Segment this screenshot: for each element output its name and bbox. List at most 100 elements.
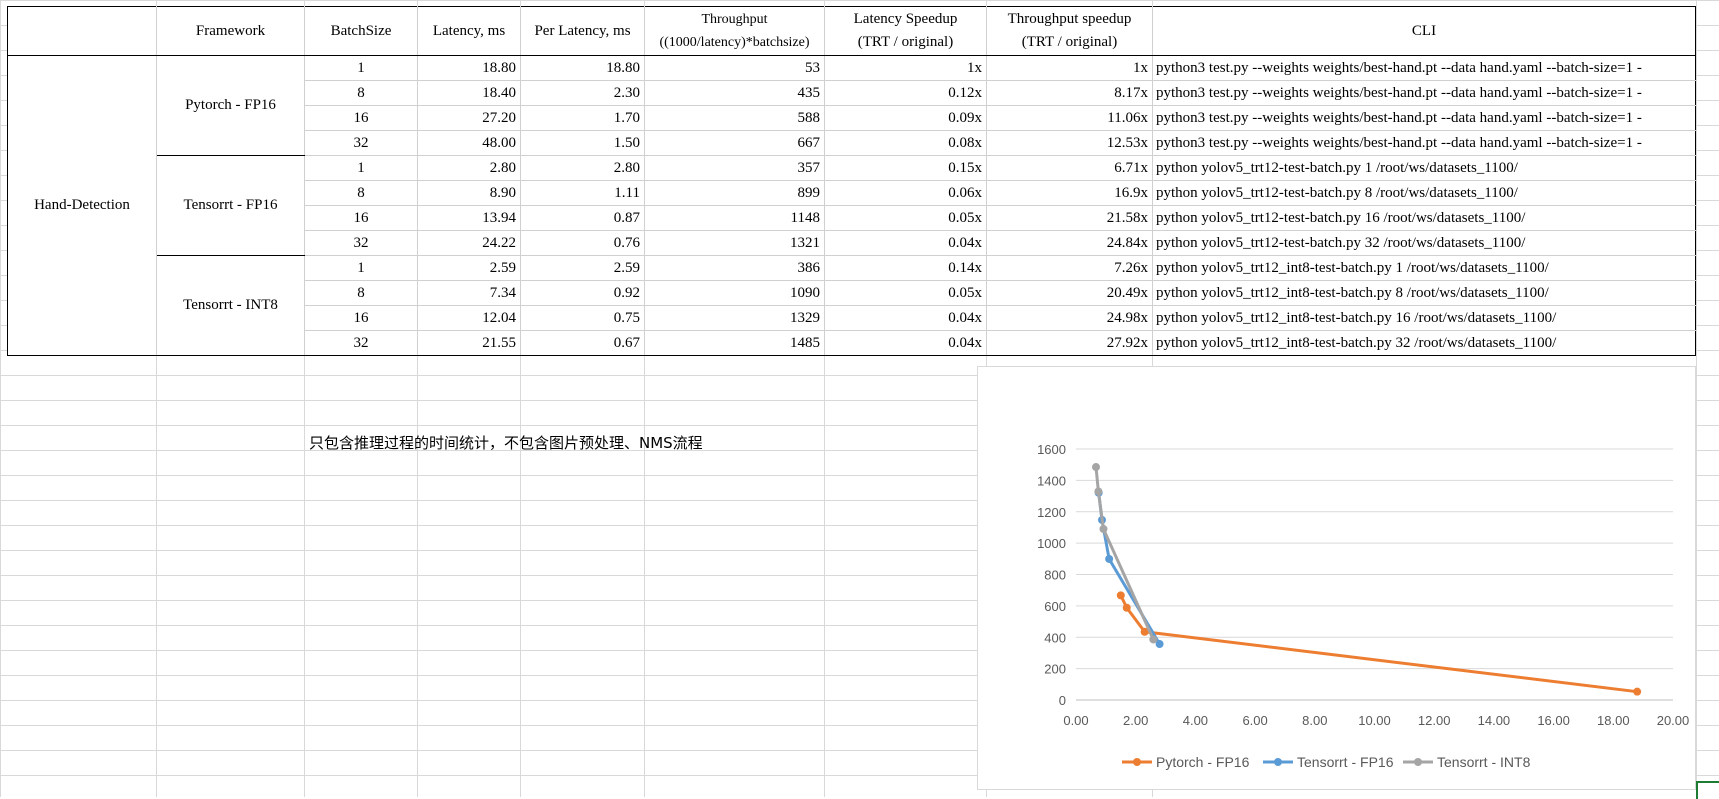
batchsize-cell[interactable]: 32 — [304, 230, 418, 256]
col-header-latency[interactable]: Latency, ms — [417, 6, 521, 56]
cli-cell[interactable]: python3 test.py --weights weights/best-h… — [1152, 55, 1696, 81]
col-header-throughput[interactable]: Throughput ((1000/latency)*batchsize) — [644, 6, 825, 56]
throughput-speedup-cell[interactable]: 24.84x — [986, 230, 1153, 256]
batchsize-cell[interactable]: 16 — [304, 205, 418, 231]
cli-cell[interactable]: python3 test.py --weights weights/best-h… — [1152, 130, 1696, 156]
per-latency-cell[interactable]: 1.11 — [520, 180, 645, 206]
note-text[interactable]: 只包含推理过程的时间统计，不包含图片预处理、NMS流程 — [309, 434, 703, 452]
latency-cell[interactable]: 21.55 — [417, 330, 521, 356]
col-header-cli[interactable]: CLI — [1152, 6, 1696, 56]
throughput-cell[interactable]: 1329 — [644, 305, 825, 331]
batchsize-cell[interactable]: 8 — [304, 80, 418, 106]
cli-cell[interactable]: python yolov5_trt12-test-batch.py 1 /roo… — [1152, 155, 1696, 181]
throughput-cell[interactable]: 588 — [644, 105, 825, 131]
throughput-cell[interactable]: 667 — [644, 130, 825, 156]
per-latency-cell[interactable]: 2.80 — [520, 155, 645, 181]
per-latency-cell[interactable]: 0.92 — [520, 280, 645, 306]
batchsize-cell[interactable]: 1 — [304, 255, 418, 281]
cli-cell[interactable]: python yolov5_trt12_int8-test-batch.py 1… — [1152, 305, 1696, 331]
cli-cell[interactable]: python yolov5_trt12_int8-test-batch.py 8… — [1152, 280, 1696, 306]
latency-cell[interactable]: 27.20 — [417, 105, 521, 131]
cli-cell[interactable]: python yolov5_trt12-test-batch.py 8 /roo… — [1152, 180, 1696, 206]
throughput-speedup-cell[interactable]: 7.26x — [986, 255, 1153, 281]
cli-cell[interactable]: python3 test.py --weights weights/best-h… — [1152, 80, 1696, 106]
latency-speedup-cell[interactable]: 0.04x — [824, 330, 987, 356]
latency-speedup-cell[interactable]: 0.05x — [824, 280, 987, 306]
batchsize-cell[interactable]: 16 — [304, 105, 418, 131]
throughput-speedup-cell[interactable]: 11.06x — [986, 105, 1153, 131]
latency-speedup-cell[interactable]: 0.05x — [824, 205, 987, 231]
latency-cell[interactable]: 7.34 — [417, 280, 521, 306]
throughput-speedup-cell[interactable]: 24.98x — [986, 305, 1153, 331]
throughput-cell[interactable]: 386 — [644, 255, 825, 281]
framework-cell[interactable]: Tensorrt - INT8 — [156, 255, 305, 356]
latency-speedup-cell[interactable]: 1x — [824, 55, 987, 81]
latency-cell[interactable]: 24.22 — [417, 230, 521, 256]
throughput-cell[interactable]: 53 — [644, 55, 825, 81]
latency-speedup-cell[interactable]: 0.08x — [824, 130, 987, 156]
throughput-cell[interactable]: 435 — [644, 80, 825, 106]
batchsize-cell[interactable]: 1 — [304, 155, 418, 181]
batchsize-cell[interactable]: 32 — [304, 330, 418, 356]
throughput-cell[interactable]: 1485 — [644, 330, 825, 356]
framework-cell[interactable]: Tensorrt - FP16 — [156, 155, 305, 256]
cli-cell[interactable]: python yolov5_trt12_int8-test-batch.py 3… — [1152, 330, 1696, 356]
cli-cell[interactable]: python yolov5_trt12-test-batch.py 32 /ro… — [1152, 230, 1696, 256]
throughput-speedup-cell[interactable]: 6.71x — [986, 155, 1153, 181]
col-header-per-latency[interactable]: Per Latency, ms — [520, 6, 645, 56]
task-cell[interactable]: Hand-Detection — [7, 55, 157, 356]
per-latency-cell[interactable]: 1.50 — [520, 130, 645, 156]
latency-cell[interactable]: 2.59 — [417, 255, 521, 281]
per-latency-cell[interactable]: 2.59 — [520, 255, 645, 281]
latency-speedup-cell[interactable]: 0.06x — [824, 180, 987, 206]
cli-cell[interactable]: python3 test.py --weights weights/best-h… — [1152, 105, 1696, 131]
throughput-cell[interactable]: 357 — [644, 155, 825, 181]
cli-cell[interactable]: python yolov5_trt12-test-batch.py 16 /ro… — [1152, 205, 1696, 231]
latency-cell[interactable]: 12.04 — [417, 305, 521, 331]
latency-cell[interactable]: 18.80 — [417, 55, 521, 81]
latency-cell[interactable]: 48.00 — [417, 130, 521, 156]
col-header-throughput-speedup[interactable]: Throughput speedup (TRT / original) — [986, 6, 1153, 56]
throughput-cell[interactable]: 899 — [644, 180, 825, 206]
col-header-latency-speedup[interactable]: Latency Speedup (TRT / original) — [824, 6, 987, 56]
col-header-framework[interactable]: Framework — [156, 6, 305, 56]
per-latency-cell[interactable]: 0.75 — [520, 305, 645, 331]
per-latency-cell[interactable]: 0.67 — [520, 330, 645, 356]
latency-speedup-cell[interactable]: 0.09x — [824, 105, 987, 131]
latency-speedup-cell[interactable]: 0.12x — [824, 80, 987, 106]
throughput-speedup-cell[interactable]: 21.58x — [986, 205, 1153, 231]
col-header-task[interactable] — [7, 6, 157, 56]
throughput-speedup-cell[interactable]: 20.49x — [986, 280, 1153, 306]
latency-speedup-cell[interactable]: 0.04x — [824, 305, 987, 331]
latency-cell[interactable]: 18.40 — [417, 80, 521, 106]
framework-cell[interactable]: Pytorch - FP16 — [156, 55, 305, 156]
latency-cell[interactable]: 13.94 — [417, 205, 521, 231]
batchsize-cell[interactable]: 1 — [304, 55, 418, 81]
throughput-speedup-cell[interactable]: 12.53x — [986, 130, 1153, 156]
batchsize-cell[interactable]: 32 — [304, 130, 418, 156]
per-latency-cell[interactable]: 0.76 — [520, 230, 645, 256]
throughput-speedup-cell[interactable]: 1x — [986, 55, 1153, 81]
latency-cell[interactable]: 8.90 — [417, 180, 521, 206]
per-latency-cell[interactable]: 0.87 — [520, 205, 645, 231]
latency-speedup-cell[interactable]: 0.15x — [824, 155, 987, 181]
throughput-cell[interactable]: 1090 — [644, 280, 825, 306]
batchsize-cell[interactable]: 8 — [304, 280, 418, 306]
col-header-batchsize[interactable]: BatchSize — [304, 6, 418, 56]
cli-cell[interactable]: python yolov5_trt12_int8-test-batch.py 1… — [1152, 255, 1696, 281]
data-point — [1091, 463, 1100, 472]
throughput-cell[interactable]: 1321 — [644, 230, 825, 256]
throughput-cell[interactable]: 1148 — [644, 205, 825, 231]
throughput-speedup-cell[interactable]: 8.17x — [986, 80, 1153, 106]
batchsize-cell[interactable]: 16 — [304, 305, 418, 331]
batchsize-cell[interactable]: 8 — [304, 180, 418, 206]
throughput-speedup-cell[interactable]: 16.9x — [986, 180, 1153, 206]
latency-cell[interactable]: 2.80 — [417, 155, 521, 181]
per-latency-cell[interactable]: 18.80 — [520, 55, 645, 81]
latency-speedup-cell[interactable]: 0.04x — [824, 230, 987, 256]
throughput-speedup-cell[interactable]: 27.92x — [986, 330, 1153, 356]
throughput-latency-chart[interactable]: 0 200 400 600 800 1000 1200 1400 1600 0.00 2.00 4.0… — [977, 366, 1696, 790]
per-latency-cell[interactable]: 2.30 — [520, 80, 645, 106]
per-latency-cell[interactable]: 1.70 — [520, 105, 645, 131]
latency-speedup-cell[interactable]: 0.14x — [824, 255, 987, 281]
